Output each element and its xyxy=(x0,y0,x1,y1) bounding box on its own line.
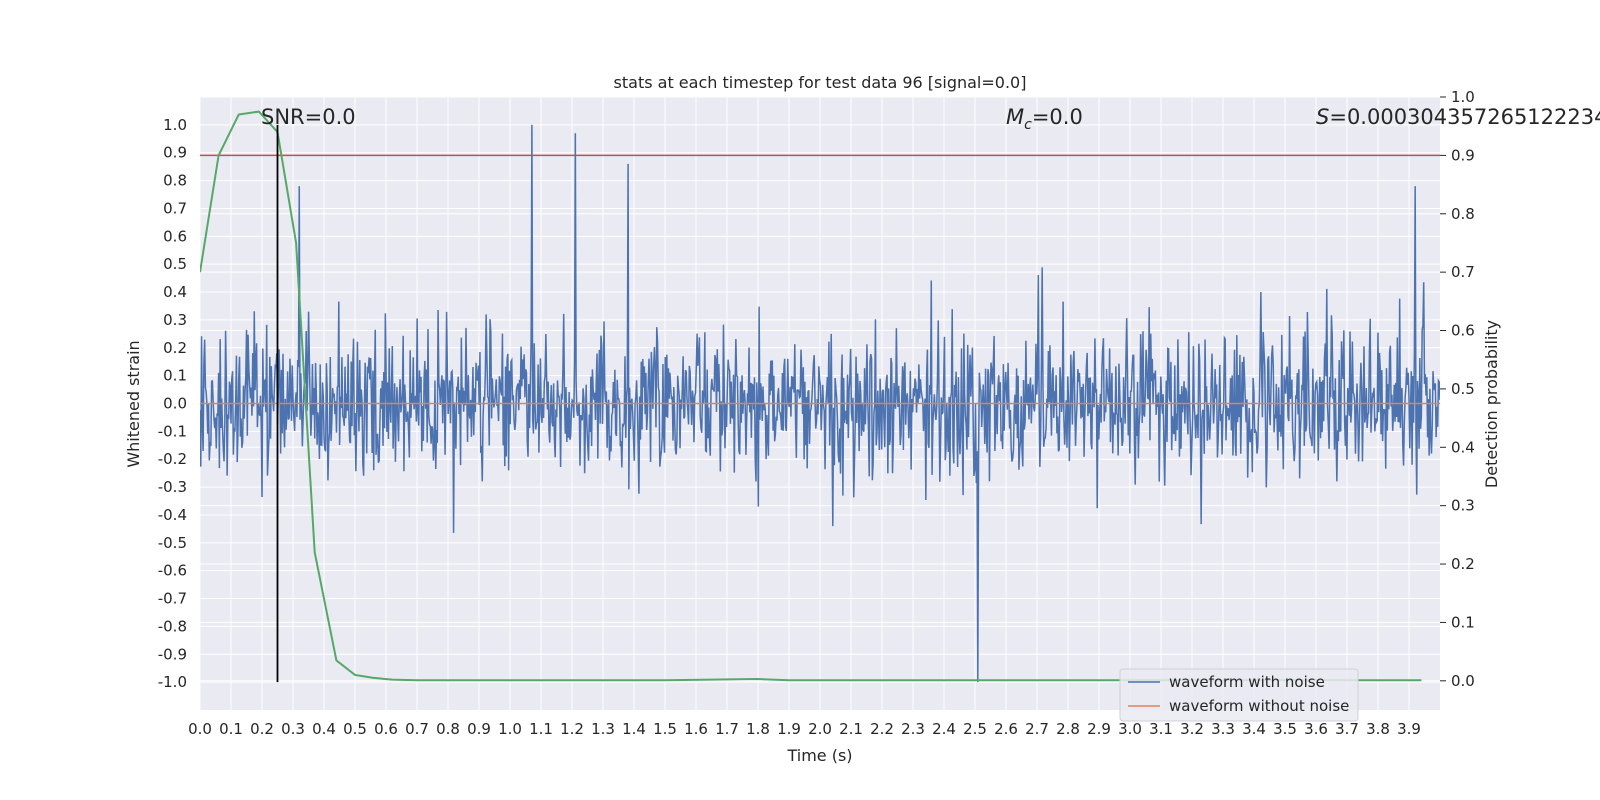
x-tick-labels: 0.0 0.1 0.2 0.3 0.4 0.5 0.6 0.7 0.8 0.9 1.0 1.1 1.2 1… xyxy=(188,720,1421,738)
x-tick-label: 1.8 xyxy=(746,720,770,738)
y-right-tick-label: 0.8 xyxy=(1451,205,1475,223)
y-left-tick-label: 0.6 xyxy=(163,227,187,245)
y-right-tick-label: 0.2 xyxy=(1451,555,1475,573)
y-left-tick-label: 0.9 xyxy=(163,144,187,162)
y-left-tick-label: -0.5 xyxy=(158,534,187,552)
y-left-tick-label: -0.6 xyxy=(158,562,187,580)
s-symbol: S xyxy=(1316,105,1329,129)
x-tick-label: 1.5 xyxy=(653,720,677,738)
snr-annotation: SNR=0.0 xyxy=(261,105,356,129)
y-right-tick-label: 0.0 xyxy=(1451,672,1475,690)
mc-value: =0.0 xyxy=(1032,105,1083,129)
y-right-tick-label: 1.0 xyxy=(1451,88,1475,106)
y-left-tick-label: -0.9 xyxy=(158,645,187,663)
x-tick-label: 2.6 xyxy=(994,720,1018,738)
x-tick-label: 2.5 xyxy=(963,720,987,738)
y-right-tick-label: 0.1 xyxy=(1451,613,1475,631)
legend-label-clean: waveform without noise xyxy=(1169,697,1349,715)
x-tick-label: 2.0 xyxy=(808,720,832,738)
y-left-tick-label: -0.1 xyxy=(158,422,187,440)
x-tick-label: 0.6 xyxy=(374,720,398,738)
y-left-tick-label: 0.5 xyxy=(163,255,187,273)
x-tick-label: 0.4 xyxy=(312,720,336,738)
chart-title: stats at each timestep for test data 96 … xyxy=(614,73,1027,92)
s-annotation: S=0.000304357265122234 xyxy=(1316,105,1600,129)
x-tick-label: 3.1 xyxy=(1149,720,1173,738)
x-tick-label: 1.0 xyxy=(498,720,522,738)
x-tick-label: 0.3 xyxy=(281,720,305,738)
y-right-tick-label: 0.9 xyxy=(1451,146,1475,164)
x-tick-label: 2.3 xyxy=(901,720,925,738)
y-left-tick-label: -0.4 xyxy=(158,506,187,524)
x-tick-label: 1.4 xyxy=(622,720,646,738)
y-axis-right-label: Detection probability xyxy=(1482,320,1501,488)
y-left-tick-label: -0.8 xyxy=(158,617,187,635)
y-right-tick-labels: 1.0 0.9 0.8 0.7 0.6 0.5 0.4 0.3 0.2 0.1 0.0 xyxy=(1440,88,1475,690)
y-left-tick-label: -0.3 xyxy=(158,478,187,496)
y-left-tick-label: 0.8 xyxy=(163,172,187,190)
x-tick-label: 2.2 xyxy=(870,720,894,738)
legend-label-noise: waveform with noise xyxy=(1169,673,1325,691)
x-tick-label: 3.4 xyxy=(1242,720,1266,738)
x-tick-label: 0.1 xyxy=(219,720,243,738)
series-waveform-with-noise xyxy=(200,124,1440,683)
x-tick-label: 0.2 xyxy=(250,720,274,738)
y-right-tick-label: 0.6 xyxy=(1451,322,1475,340)
legend: waveform with noise waveform without noi… xyxy=(1119,668,1359,722)
s-value: =0.000304357265122234 xyxy=(1329,105,1600,129)
x-tick-label: 3.9 xyxy=(1397,720,1421,738)
y-right-tick-label: 0.4 xyxy=(1451,438,1475,456)
x-tick-label: 3.6 xyxy=(1304,720,1328,738)
x-tick-label: 3.8 xyxy=(1366,720,1390,738)
x-tick-label: 3.0 xyxy=(1118,720,1142,738)
x-tick-label: 2.9 xyxy=(1087,720,1111,738)
y-left-tick-labels: 1.0 0.9 0.8 0.7 0.6 0.5 0.4 0.3 0.2 0.1 0.0 -0.1 -0.… xyxy=(158,116,187,691)
series-group xyxy=(200,110,1440,683)
y-left-tick-label: 0.3 xyxy=(163,311,187,329)
x-tick-label: 2.1 xyxy=(839,720,863,738)
y-left-tick-label: 0.4 xyxy=(163,283,187,301)
mc-annotation: Mc=0.0 xyxy=(1006,105,1083,133)
y-left-tick-label: -0.2 xyxy=(158,450,187,468)
x-tick-label: 3.7 xyxy=(1335,720,1359,738)
x-tick-label: 0.9 xyxy=(467,720,491,738)
y-left-tick-label: -0.7 xyxy=(158,590,187,608)
x-tick-label: 1.9 xyxy=(777,720,801,738)
x-tick-label: 1.6 xyxy=(684,720,708,738)
x-tick-label: 0.0 xyxy=(188,720,212,738)
y-left-tick-label: 0.1 xyxy=(163,367,187,385)
y-left-tick-label: -1.0 xyxy=(158,673,187,691)
x-tick-label: 1.2 xyxy=(560,720,584,738)
x-axis-label: Time (s) xyxy=(786,746,852,765)
x-tick-label: 3.2 xyxy=(1180,720,1204,738)
x-tick-label: 1.1 xyxy=(529,720,553,738)
legend-box xyxy=(1119,668,1359,722)
x-tick-label: 2.8 xyxy=(1056,720,1080,738)
x-tick-label: 0.8 xyxy=(436,720,460,738)
mc-subscript: c xyxy=(1024,117,1032,133)
series-detection-probability xyxy=(200,110,1422,682)
x-tick-label: 2.7 xyxy=(1025,720,1049,738)
y-left-tick-label: 0.2 xyxy=(163,339,187,357)
x-tick-label: 3.3 xyxy=(1211,720,1235,738)
y-right-tick-label: 0.3 xyxy=(1451,497,1475,515)
y-left-tick-label: 1.0 xyxy=(163,116,187,134)
x-tick-label: 1.7 xyxy=(715,720,739,738)
y-right-tick-label: 0.5 xyxy=(1451,380,1475,398)
x-tick-label: 2.4 xyxy=(932,720,956,738)
mc-symbol: M xyxy=(1006,105,1024,129)
y-right-tick-label: 0.7 xyxy=(1451,263,1475,281)
y-left-tick-label: 0.7 xyxy=(163,199,187,217)
y-axis-left-label: Whitened strain xyxy=(124,340,143,467)
x-tick-label: 1.3 xyxy=(591,720,615,738)
x-tick-label: 0.7 xyxy=(405,720,429,738)
x-tick-label: 0.5 xyxy=(343,720,367,738)
x-tick-label: 3.5 xyxy=(1273,720,1297,738)
y-left-tick-label: 0.0 xyxy=(163,395,187,413)
